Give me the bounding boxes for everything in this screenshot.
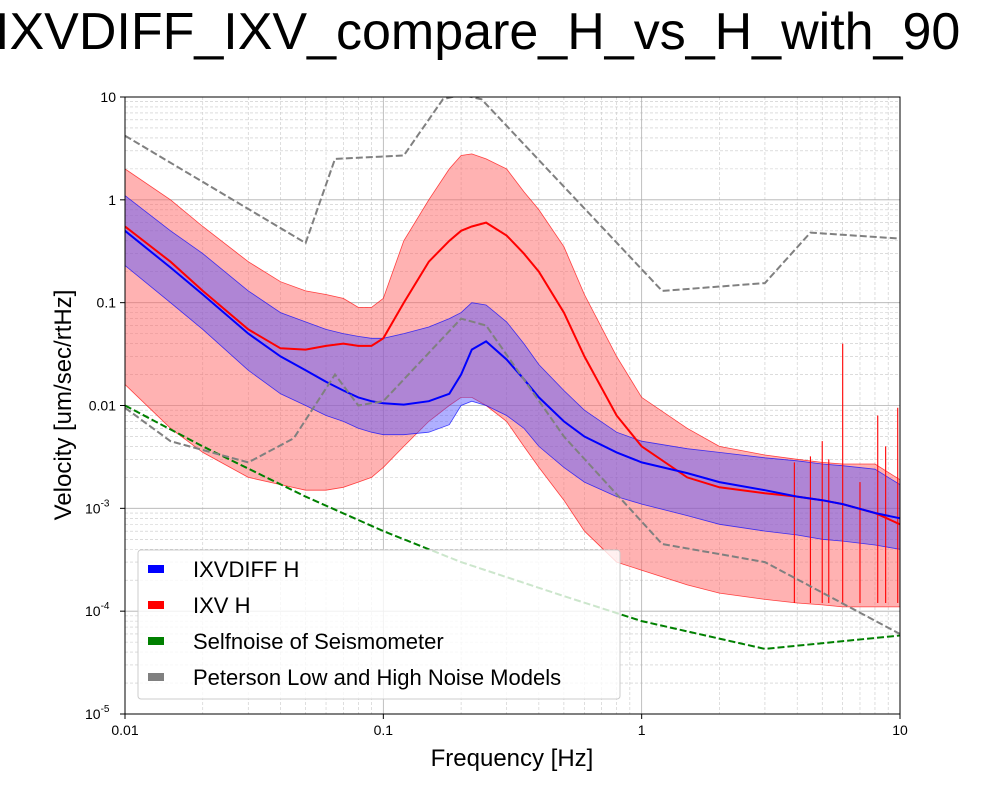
y-tick-label: 10-4 bbox=[85, 601, 110, 619]
y-tick-label: 0.1 bbox=[97, 295, 117, 311]
peterson-high-line bbox=[125, 97, 900, 292]
legend: IXVDIFF H IXV H Selfnoise of Seismometer Pe… bbox=[137, 549, 621, 700]
y-axis-ticks: 10 1 0.1 0.01 10-3 10-4 10-5 bbox=[85, 89, 125, 722]
legend-swatch bbox=[148, 601, 164, 609]
legend-box bbox=[137, 549, 621, 700]
legend-label: Selfnoise of Seismometer bbox=[193, 629, 444, 654]
x-tick-label: 0.01 bbox=[111, 722, 138, 738]
x-axis-label: Frequency [Hz] bbox=[431, 745, 594, 772]
ixvdiff-h-band bbox=[125, 195, 900, 550]
legend-swatch bbox=[148, 637, 164, 645]
x-tick-label: 10 bbox=[892, 722, 908, 738]
y-tick-label: 1 bbox=[108, 192, 116, 208]
y-tick-label: 10-3 bbox=[85, 498, 110, 516]
y-tick-label: 10 bbox=[100, 89, 116, 105]
y-tick-label: 10-5 bbox=[85, 704, 110, 722]
confidence-bands bbox=[125, 153, 900, 608]
legend-label: IXV H bbox=[193, 593, 250, 618]
legend-swatch bbox=[148, 673, 164, 681]
x-tick-label: 0.1 bbox=[374, 722, 394, 738]
legend-label: Peterson Low and High Noise Models bbox=[193, 665, 561, 690]
legend-label: IXVDIFF H bbox=[193, 557, 299, 582]
y-axis-label: Velocity [um/sec/rtHz] bbox=[50, 290, 77, 521]
y-tick-label: 0.01 bbox=[89, 398, 116, 414]
chart-title: IXVDIFF_IXV_compare_H_vs_H_with_90 bbox=[0, 3, 961, 61]
ixvdiff-h-median-line bbox=[125, 230, 900, 520]
x-tick-label: 1 bbox=[638, 722, 646, 738]
ixv-h-median-line bbox=[125, 221, 900, 526]
legend-swatch bbox=[148, 565, 164, 573]
ixv-h-band bbox=[125, 153, 900, 608]
x-axis-ticks: 0.01 0.1 1 10 bbox=[111, 714, 908, 738]
